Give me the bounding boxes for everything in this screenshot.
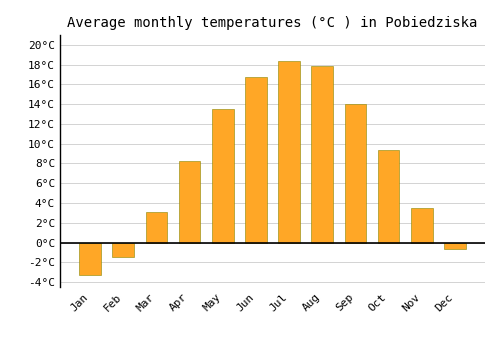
Bar (444, 243, 466, 250)
Bar (278, 61, 300, 243)
Bar (378, 150, 400, 243)
Bar (312, 66, 333, 243)
Bar (411, 208, 432, 243)
Bar (179, 161, 201, 243)
Bar (146, 212, 167, 243)
Bar (112, 243, 134, 257)
Bar (80, 243, 101, 275)
Bar (212, 109, 234, 243)
Title: Average monthly temperatures (°C ) in Pobiedziska: Average monthly temperatures (°C ) in Po… (68, 16, 478, 30)
Bar (344, 104, 366, 243)
Bar (245, 77, 266, 243)
